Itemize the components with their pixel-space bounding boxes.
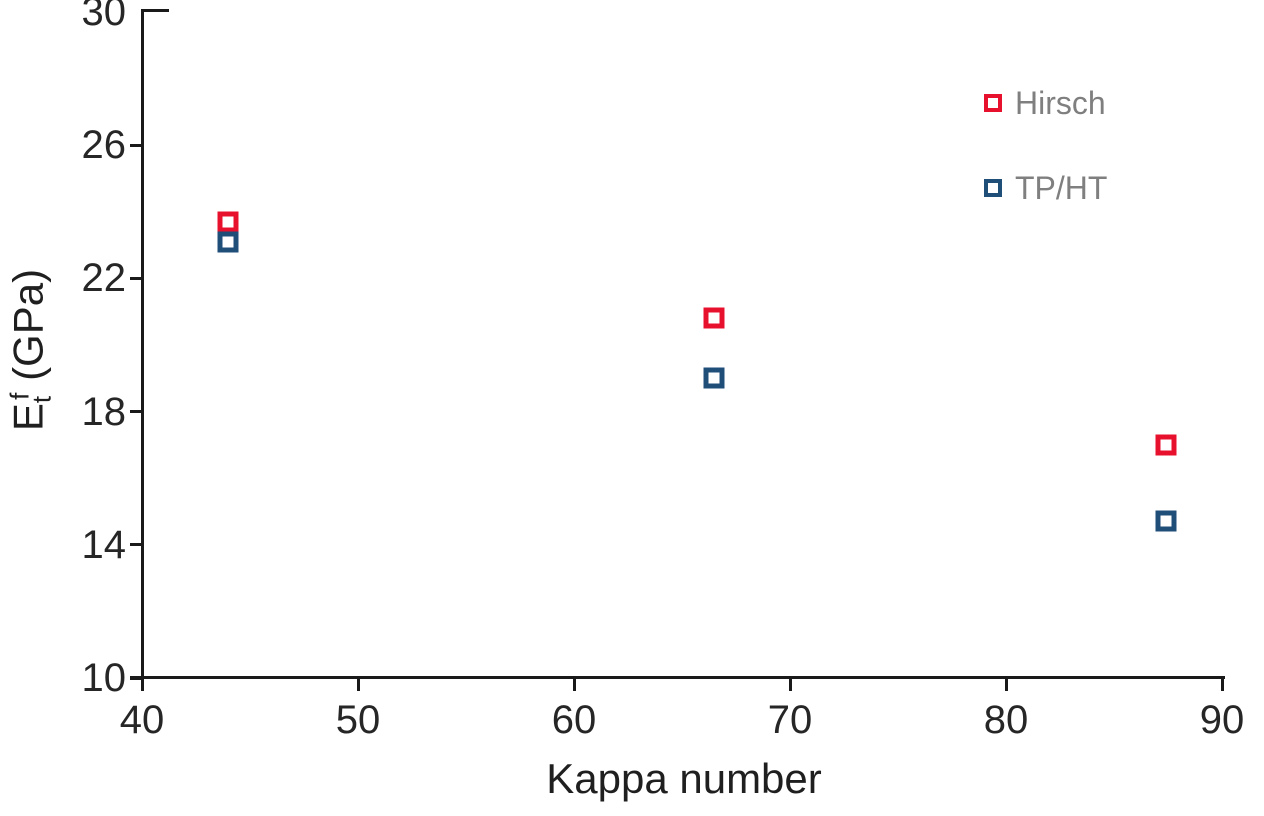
- hirsch-data-point: [703, 307, 725, 329]
- x-axis-tick-label: 80: [983, 698, 1029, 742]
- legend-label-hirsch: Hirsch: [1015, 85, 1106, 121]
- x-axis-tick-label: 50: [335, 698, 381, 742]
- x-axis-tick-label: 60: [551, 698, 597, 742]
- x-axis-tick: [356, 678, 360, 691]
- hirsch-data-point: [1155, 434, 1177, 456]
- y-axis-tick: [130, 543, 143, 547]
- hirsch-data-point: [217, 211, 239, 233]
- y-axis-title-symbol: E: [4, 403, 52, 432]
- y-axis-tick-label: 18: [81, 389, 127, 434]
- y-axis-tick-label: 10: [81, 656, 127, 700]
- x-axis-tick: [140, 678, 144, 691]
- tpht-data-point: [217, 231, 239, 253]
- x-axis-tick-label: 90: [1199, 698, 1245, 742]
- y-axis-top-stub: [143, 9, 169, 12]
- y-axis-tick-label: 30: [81, 0, 127, 34]
- x-axis-tick: [788, 678, 792, 691]
- x-axis-tick-label: 70: [767, 698, 813, 742]
- tpht-square-marker-icon: [984, 179, 1002, 197]
- legend-label-tpht: TP/HT: [1015, 170, 1108, 206]
- legend: Hirsch TP/HT: [984, 84, 1107, 254]
- x-axis-line: [130, 676, 1225, 679]
- tpht-data-point: [1155, 510, 1177, 532]
- legend-item-tpht: TP/HT: [984, 169, 1107, 207]
- y-axis-tick: [130, 410, 143, 414]
- x-axis-tick: [572, 678, 576, 691]
- y-axis-title-superscript: f: [4, 392, 35, 400]
- y-axis-line: [141, 9, 144, 691]
- y-axis-title-unit: (GPa): [4, 268, 52, 393]
- y-axis-tick-label: 26: [81, 123, 127, 168]
- y-axis-tick: [130, 143, 143, 147]
- tpht-data-point: [703, 367, 725, 389]
- y-axis-tick-label: 14: [81, 522, 127, 567]
- x-axis-tick: [1004, 678, 1008, 691]
- y-axis-tick: [130, 276, 143, 280]
- hirsch-square-marker-icon: [984, 94, 1002, 112]
- legend-item-hirsch: Hirsch: [984, 84, 1107, 122]
- y-axis-tick-label: 22: [81, 256, 127, 301]
- y-axis-tick: [130, 676, 143, 680]
- x-axis-title: Kappa number: [546, 755, 822, 802]
- x-axis-tick-label: 40: [119, 698, 165, 742]
- y-axis-title: Etf (GPa): [4, 268, 57, 432]
- x-axis-tick: [1220, 678, 1224, 691]
